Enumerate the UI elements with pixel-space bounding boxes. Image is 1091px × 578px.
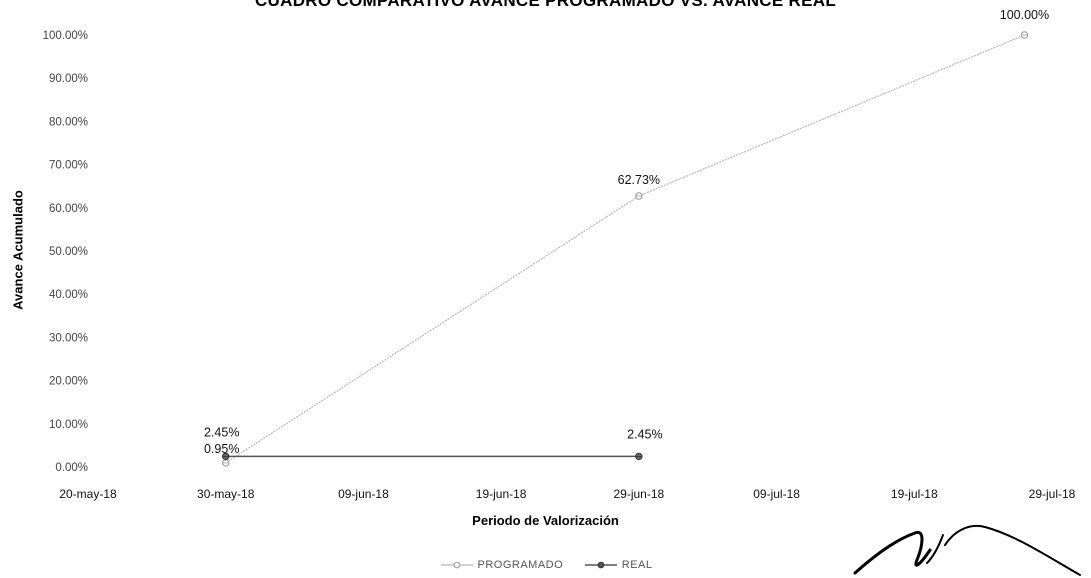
legend-swatch-real [584,561,617,569]
legend-label-programado: PROGRAMADO [477,559,564,571]
y-tick-label: 100.00% [43,30,88,42]
y-tick-label: 40.00% [49,289,88,301]
legend-swatch-programado [440,561,473,569]
x-axis-title: Periodo de Valorización [472,513,619,528]
data-label-real: 2.45% [627,427,662,441]
x-tick-label: 20-may-18 [59,487,117,501]
x-tick-label: 09-jun-18 [338,487,389,501]
y-tick-label: 90.00% [49,73,88,85]
x-tick-label: 19-jul-18 [891,487,938,501]
legend-item-programado: PROGRAMADO [439,559,564,571]
y-tick-label: 20.00% [49,376,88,388]
x-tick-label: 19-jun-18 [476,487,527,501]
signature-scribble [853,525,1081,576]
x-tick-label: 30-may-18 [197,487,255,501]
y-tick-label: 80.00% [49,116,88,128]
y-tick-label: 50.00% [49,246,88,258]
series-line-programado [225,34,1025,464]
y-tick-label: 60.00% [49,203,88,215]
legend-label-real: REAL [621,559,653,571]
x-tick-label: 29-jul-18 [1029,487,1076,501]
y-tick-label: 0.00% [55,462,88,474]
data-label-programado: 62.73% [618,173,660,187]
data-label-programado: 0.95% [204,442,239,456]
x-tick-label: 29-jun-18 [614,487,665,501]
chart-title: CUADRO COMPARATIVO AVANCE PROGRAMADO VS.… [254,0,836,10]
data-label-real: 2.45% [204,425,239,439]
y-tick-label: 30.00% [49,332,88,344]
x-tick-label: 09-jul-18 [753,487,800,501]
data-label-programado: 100.00% [1000,8,1049,22]
y-tick-label: 10.00% [49,419,88,431]
legend-item-real: REAL [583,559,653,571]
y-tick-label: 70.00% [49,160,88,172]
legend: PROGRAMADO REAL [0,559,1091,573]
